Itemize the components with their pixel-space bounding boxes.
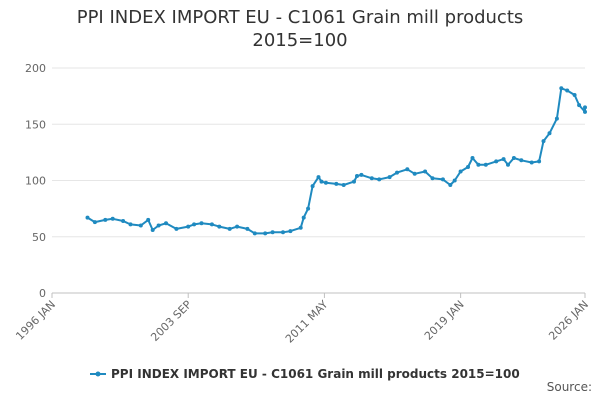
data-point-0-52 [483,162,488,167]
data-point-0-33 [341,183,346,187]
data-point-0-29 [316,175,321,180]
data-point-0-2 [103,217,108,222]
data-point-0-12 [186,224,191,229]
data-point-0-38 [377,177,382,182]
data-point-0-48 [458,169,463,174]
data-point-0-5 [128,222,133,227]
data-point-0-47 [452,178,457,183]
data-point-0-43 [423,169,428,174]
data-point-0-51 [476,162,481,167]
data-point-0-36 [359,172,364,177]
data-point-0-26 [301,215,306,220]
data-point-0-68 [583,105,587,110]
data-point-0-10 [164,221,168,226]
y-axis-ticks: 0 50 100 150 200 [25,62,46,300]
data-point-0-62 [554,116,559,121]
series-line-0 [86,87,586,235]
data-point-0-4 [121,219,126,223]
y-tick-label-0: 0 [39,287,46,300]
x-tick-label-4: 2026 JAN [546,298,591,343]
series-group [85,86,587,236]
legend-label[interactable]: PPI INDEX IMPORT EU - C1061 Grain mill p… [111,367,520,381]
data-point-0-16 [217,224,222,229]
data-point-0-1 [92,220,97,225]
data-point-0-13 [192,222,197,227]
x-axis: 1996 JAN 2003 SEP 2011 MAY 2019 JAN 2026 JAN [13,293,591,346]
chart-subtitle: 2015=100 [252,30,348,51]
x-tick-label-3: 2019 JAN [422,298,467,343]
data-point-0-67 [583,109,587,114]
data-point-0-17 [227,226,232,231]
data-point-0-37 [369,176,374,181]
data-point-0-22 [270,230,275,235]
data-point-0-61 [547,131,552,136]
data-point-0-8 [150,228,155,232]
data-point-0-39 [387,175,392,180]
chart-title-block: PPI INDEX IMPORT EU - C1061 Grain mill p… [0,6,600,52]
data-point-0-53 [494,159,499,164]
data-point-0-44 [430,176,435,181]
data-point-0-64 [565,88,570,93]
data-point-0-14 [199,221,204,226]
data-point-0-56 [511,156,516,160]
data-point-0-57 [519,158,524,163]
data-point-0-7 [146,217,151,222]
data-point-0-11 [174,226,179,231]
data-point-0-34 [352,179,356,184]
data-point-0-42 [412,171,417,176]
data-point-0-31 [323,180,328,185]
data-point-0-28 [310,184,315,189]
data-point-0-30 [319,179,324,184]
data-point-0-9 [156,223,161,228]
y-tick-label-150: 150 [25,118,46,131]
y-tick-label-100: 100 [25,175,46,188]
data-point-0-24 [288,229,293,234]
data-point-0-40 [395,170,399,175]
data-point-0-49 [466,165,470,169]
data-point-0-54 [501,157,506,162]
legend[interactable]: PPI INDEX IMPORT EU - C1061 Grain mill p… [90,367,520,381]
data-point-0-66 [577,103,582,108]
data-point-0-35 [355,174,359,178]
data-point-0-18 [235,224,240,229]
data-point-0-27 [306,206,311,211]
data-point-0-58 [529,160,534,165]
data-point-0-32 [334,181,339,186]
data-point-0-59 [537,159,542,164]
x-tick-label-1: 2003 SEP [148,298,194,344]
data-point-0-46 [448,183,453,187]
data-point-0-50 [470,156,475,160]
x-tick-label-2: 2011 MAY [283,298,331,346]
source-label: Source: [546,380,592,394]
data-point-0-15 [209,222,214,227]
data-point-0-21 [263,231,268,236]
chart-title: PPI INDEX IMPORT EU - C1061 Grain mill p… [76,7,524,28]
data-point-0-45 [440,177,445,182]
legend-marker-icon [95,371,101,377]
data-point-0-0 [85,215,90,220]
data-point-0-60 [541,139,546,144]
data-point-0-41 [405,167,410,172]
y-tick-label-200: 200 [25,62,46,75]
data-point-0-19 [245,226,250,231]
y-tick-label-50: 50 [32,231,46,244]
data-point-0-25 [298,225,303,230]
data-point-0-6 [138,223,143,228]
grid-lines [52,67,585,294]
data-point-0-55 [506,162,510,167]
data-point-0-20 [252,231,257,236]
data-point-0-23 [281,230,285,235]
x-tick-label-0: 1996 JAN [13,298,58,343]
data-point-0-65 [572,93,577,97]
data-point-0-3 [110,216,115,221]
data-point-0-63 [559,86,564,91]
